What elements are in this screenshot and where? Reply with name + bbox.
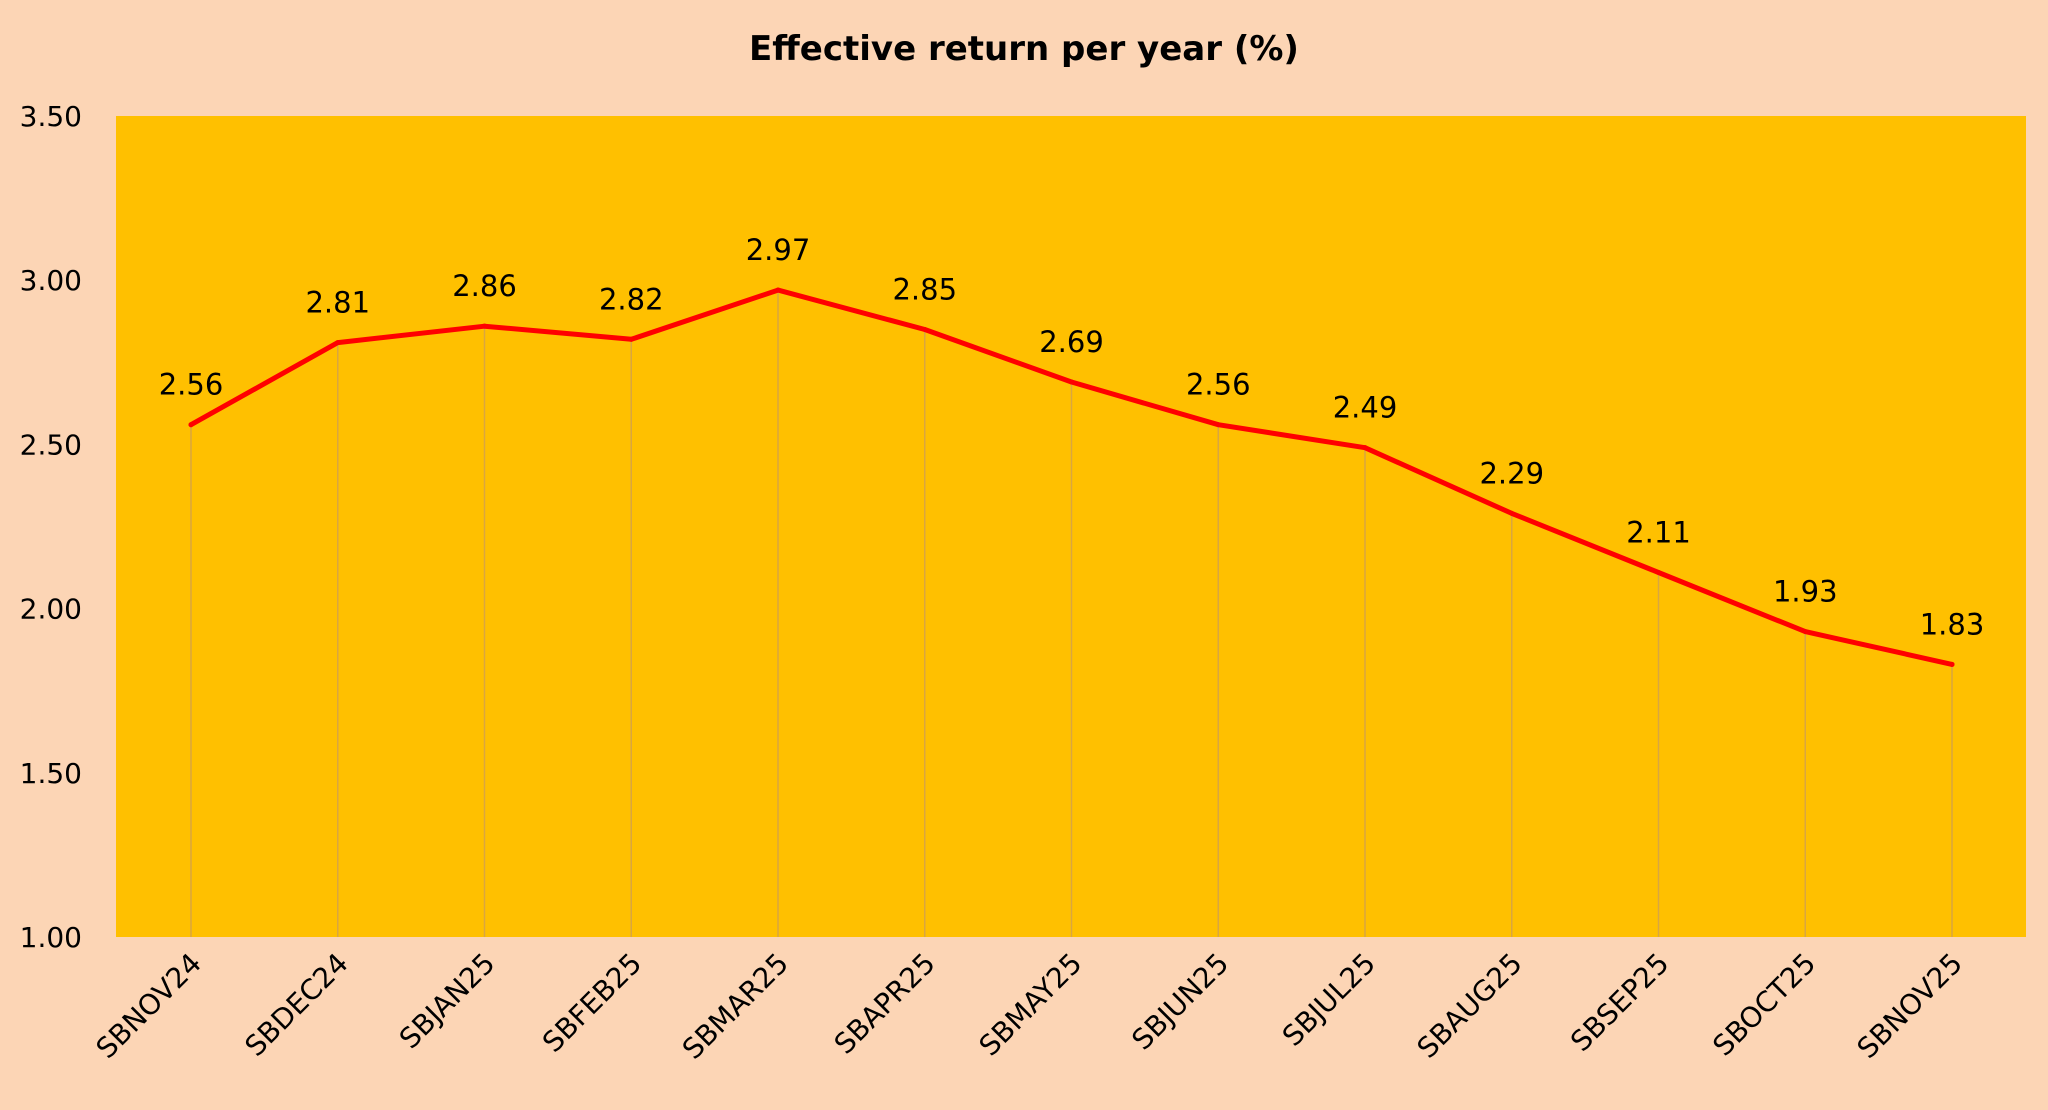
y-tick-label: 3.50 <box>20 100 82 133</box>
data-label: 1.93 <box>1773 575 1838 609</box>
y-tick-label: 1.50 <box>20 757 82 790</box>
data-label: 2.81 <box>305 286 370 320</box>
x-tick-label: SBOCT25 <box>1706 947 1822 1063</box>
y-axis: 1.00 1.50 2.00 2.50 3.00 3.50 <box>20 100 82 954</box>
data-label: 2.97 <box>746 233 811 267</box>
data-label: 2.29 <box>1479 456 1544 490</box>
data-point <box>1656 569 1661 575</box>
data-point <box>1069 379 1074 385</box>
data-labels: 2.56 2.81 2.86 2.82 2.97 2.85 2.69 2.56 2.49 2.29… <box>159 233 1985 641</box>
x-tick-label: SBAUG25 <box>1411 947 1529 1065</box>
y-tick-label: 1.00 <box>20 921 82 954</box>
x-tick-label: SBJAN25 <box>393 947 502 1056</box>
data-label: 2.82 <box>599 282 664 316</box>
x-tick-label: SBJUL25 <box>1276 947 1382 1053</box>
y-tick-label: 2.50 <box>20 428 82 461</box>
x-tick-label: SBJUN25 <box>1125 947 1235 1057</box>
data-label: 2.86 <box>452 269 517 303</box>
data-point <box>1802 629 1808 635</box>
data-point <box>335 340 341 346</box>
data-label: 2.56 <box>1186 368 1251 402</box>
x-tick-label: SBMAR25 <box>676 947 795 1066</box>
data-label: 2.49 <box>1333 391 1398 425</box>
data-label: 2.56 <box>159 368 224 402</box>
x-tick-label: SBNOV25 <box>1851 947 1969 1065</box>
x-tick-label: SBFEB25 <box>536 947 648 1059</box>
data-point <box>1362 445 1368 451</box>
data-label: 1.83 <box>1920 607 1985 641</box>
drop-lines <box>190 290 1953 937</box>
data-point <box>1949 661 1955 667</box>
data-point <box>628 336 634 342</box>
data-point <box>775 287 781 293</box>
data-point <box>188 422 194 428</box>
data-label: 2.69 <box>1039 325 1104 359</box>
data-point <box>922 326 928 332</box>
data-label: 2.11 <box>1626 515 1691 549</box>
x-tick-label: SBMAY25 <box>973 947 1089 1063</box>
x-axis: SBNOV24 SBDEC24 SBJAN25 SBFEB25 SBMAR25 SBAPR… <box>90 947 1969 1066</box>
data-label: 2.85 <box>892 272 957 306</box>
x-tick-label: SBSEP25 <box>1564 947 1675 1058</box>
series-layer <box>188 287 1955 667</box>
data-point <box>482 323 487 329</box>
x-tick-label: SBDEC24 <box>238 947 354 1063</box>
x-tick-label: SBAPR25 <box>828 947 942 1061</box>
y-tick-label: 3.00 <box>20 264 82 297</box>
chart-title: Effective return per year (%) <box>749 29 1299 69</box>
x-tick-label: SBNOV24 <box>90 947 208 1065</box>
data-point <box>1215 422 1221 428</box>
y-tick-label: 2.00 <box>20 593 82 626</box>
data-point <box>1509 510 1515 516</box>
